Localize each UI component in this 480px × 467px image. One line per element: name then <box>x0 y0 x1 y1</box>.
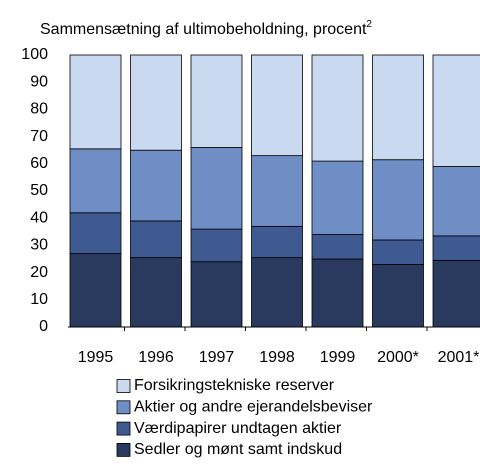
legend-swatch <box>116 379 131 393</box>
x-tick-label: 1999 <box>320 349 356 366</box>
y-tick-label: 60 <box>30 155 48 172</box>
bar-segment <box>130 220 182 259</box>
x-tick-label: 1998 <box>259 349 295 366</box>
bar-segment <box>251 54 303 157</box>
bar-segment <box>251 257 303 328</box>
y-tick-label: 80 <box>30 101 48 118</box>
bar-segment <box>190 54 243 148</box>
y-tick-label: 90 <box>30 73 48 90</box>
bar-segment <box>130 257 182 328</box>
bar-segment <box>69 212 122 254</box>
y-tick-label: 40 <box>30 209 48 226</box>
bar-segment <box>432 259 480 328</box>
x-tick-label: 2001* <box>438 349 480 366</box>
bar-segment <box>311 258 364 328</box>
bar-segment <box>432 54 480 167</box>
x-tick-label: 1997 <box>199 349 235 366</box>
bar-segment <box>251 225 303 259</box>
legend-label: Sedler og mønt samt indskud <box>134 441 342 458</box>
bar-segment <box>372 54 424 161</box>
bar-segment <box>69 54 122 150</box>
bar-segment <box>190 228 243 263</box>
bar-segment <box>190 147 243 230</box>
title-note: 2 <box>366 19 372 30</box>
bar-segment <box>69 253 122 328</box>
bar-segment <box>372 159 424 241</box>
legend-label: Forsikringstekniske reserver <box>134 377 335 394</box>
bar-segment <box>130 54 182 151</box>
x-tick-label: 1995 <box>78 349 114 366</box>
y-tick-label: 50 <box>30 182 48 199</box>
y-tick-label: 10 <box>30 291 48 308</box>
bar-segment <box>372 264 424 328</box>
x-tick-label: 1996 <box>138 349 174 366</box>
bar-segment <box>432 166 480 237</box>
bar-segment <box>311 234 364 260</box>
y-tick-label: 0 <box>39 318 48 335</box>
legend-swatch <box>116 442 131 457</box>
bar-segment <box>251 155 303 227</box>
bar-segment <box>69 148 122 214</box>
bar-segment <box>372 239 424 265</box>
legend-swatch <box>116 421 131 436</box>
title-text: Sammensætning af ultimobeholdning, proce… <box>40 21 367 38</box>
legend-swatch <box>116 400 131 415</box>
legend-label: Værdipapirer undtagen aktier <box>134 420 342 437</box>
legend-label: Aktier og andre ejerandelsbeviser <box>134 399 373 416</box>
y-tick-label: 70 <box>30 128 48 145</box>
bar-segment <box>311 54 364 162</box>
chart-title: Sammensætning af ultimobeholdning, proce… <box>40 19 372 39</box>
y-tick-label: 100 <box>21 46 48 63</box>
bar-segment <box>432 235 480 261</box>
x-tick-label: 2000* <box>377 349 419 366</box>
y-tick-label: 30 <box>30 237 48 254</box>
bar-segment <box>190 261 243 328</box>
bar-segment <box>311 160 364 235</box>
y-tick-label: 20 <box>30 264 48 281</box>
bar-segment <box>130 149 182 222</box>
